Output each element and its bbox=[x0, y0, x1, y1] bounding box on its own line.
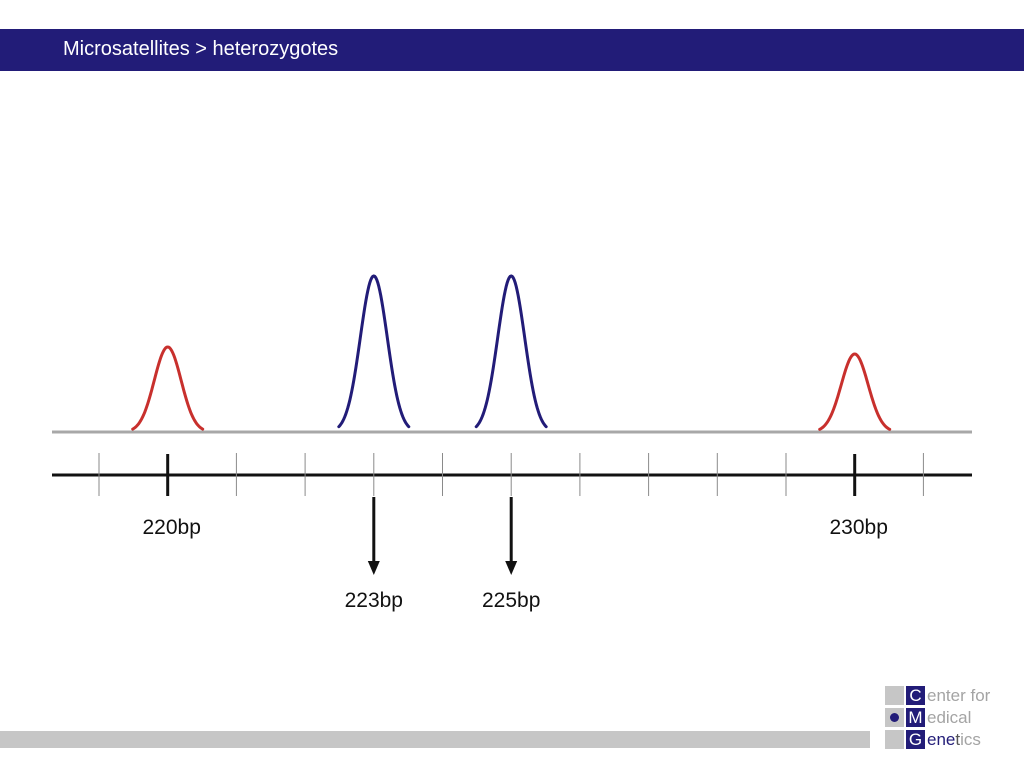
marker-label-220: 220bp bbox=[142, 516, 200, 539]
logo-row-center: C enter for bbox=[885, 686, 1015, 705]
marker-peak-220 bbox=[131, 345, 205, 431]
logo-word-medical: edical bbox=[927, 708, 972, 727]
logo-letter-c: C bbox=[906, 686, 925, 705]
logo-dot-icon bbox=[890, 713, 899, 722]
logo-word-center: enter for bbox=[927, 686, 991, 705]
logo-letter-g: G bbox=[906, 730, 925, 749]
allele-arrowhead-225 bbox=[505, 561, 518, 575]
logo-gray-square bbox=[885, 708, 904, 727]
logo-word-genetics-part3: ics bbox=[960, 730, 981, 749]
allele-arrowhead-223 bbox=[367, 561, 380, 575]
logo-row-medical: M edical bbox=[885, 708, 1015, 727]
marker-peak-230 bbox=[818, 352, 892, 431]
logo-word-genetics-part1: ene bbox=[927, 730, 956, 749]
allele-label-223: 223bp bbox=[345, 589, 403, 612]
cmg-logo: C enter for M edical G enetics bbox=[885, 686, 1015, 749]
logo-word-genetics-part2: t bbox=[955, 730, 961, 749]
allele-label-225: 225bp bbox=[482, 589, 540, 612]
allele-peak-225 bbox=[474, 274, 548, 429]
logo-letter-m: M bbox=[906, 708, 925, 727]
logo-gray-square bbox=[885, 730, 904, 749]
logo-word-genetics: enetics bbox=[927, 730, 981, 749]
allele-peak-223 bbox=[337, 274, 411, 429]
logo-row-genetics: G enetics bbox=[885, 730, 1015, 749]
slide-title: Microsatellites > heterozygotes bbox=[63, 38, 339, 60]
title-bar: Microsatellites > heterozygotes bbox=[0, 29, 1024, 71]
marker-label-230: 230bp bbox=[829, 516, 887, 539]
logo-gray-square bbox=[885, 686, 904, 705]
footer-bar bbox=[0, 731, 870, 748]
